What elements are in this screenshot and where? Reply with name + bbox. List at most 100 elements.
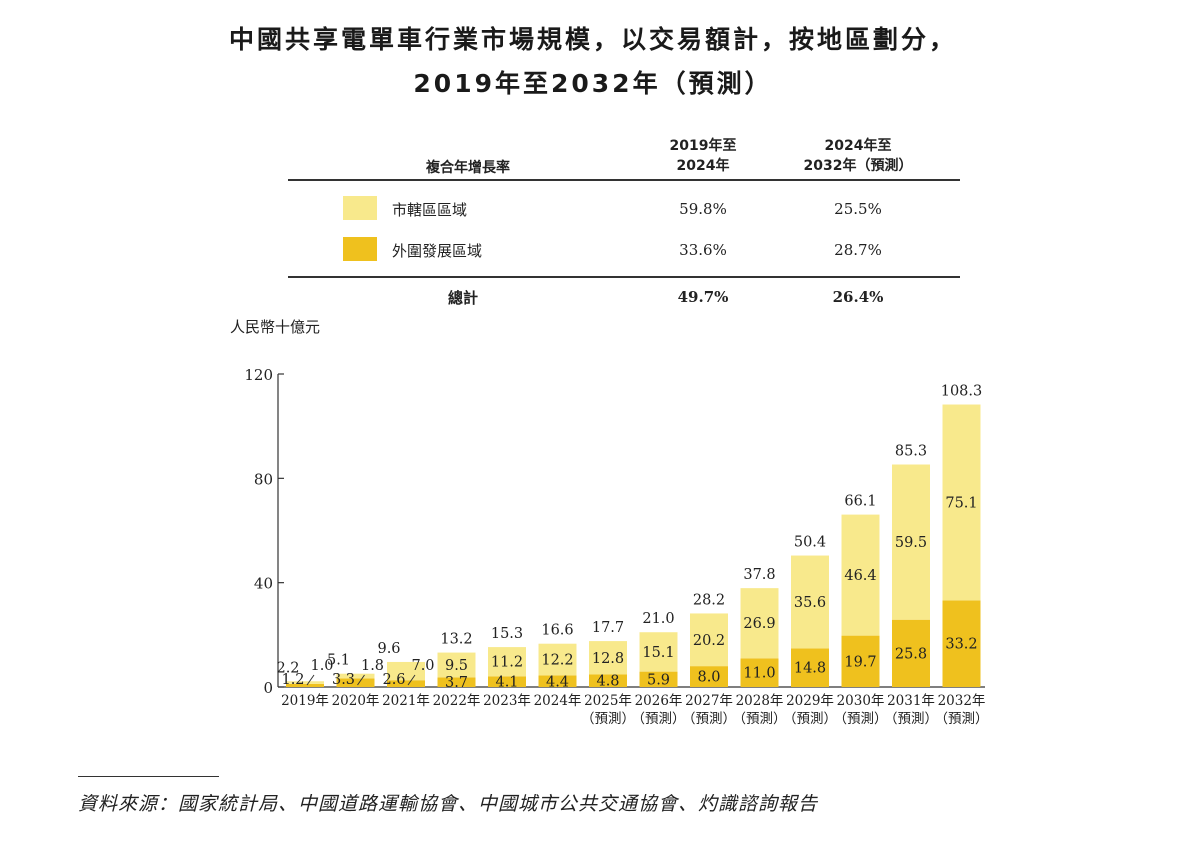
cagr-periphery-2024-2032: 28.7% xyxy=(834,241,882,259)
data-label-periphery: 4.8 xyxy=(596,674,619,690)
data-label-urban: 7.0 xyxy=(411,658,434,674)
bar-segment-urban xyxy=(892,464,930,620)
cagr-header: 複合年增長率 xyxy=(426,160,510,176)
cagr-col1-line2: 2024年 xyxy=(676,158,730,174)
legend-swatch-urban xyxy=(343,196,377,220)
data-label-periphery: 3.3 xyxy=(332,672,355,688)
bar-segment-periphery xyxy=(791,648,829,687)
cagr-col1-line1: 2019年至 xyxy=(669,138,737,154)
bar-segment-periphery xyxy=(488,676,526,687)
data-label-periphery: 2.6 xyxy=(382,672,405,688)
data-label-total: 50.4 xyxy=(794,535,826,551)
bar-segment-periphery xyxy=(841,635,880,687)
y-axis-unit-label: 人民幣十億元 xyxy=(230,318,321,336)
bar-segment-periphery xyxy=(690,666,728,687)
data-label-periphery: 33.2 xyxy=(945,637,977,653)
x-tick-label: （預測） xyxy=(935,711,989,727)
x-tick-label: （預測） xyxy=(632,711,686,727)
x-tick-label: 2025年 xyxy=(584,693,632,709)
x-tick-label: （預測） xyxy=(884,711,938,727)
bar-segment-periphery xyxy=(892,619,930,687)
data-label-periphery: 1.2 xyxy=(281,672,304,688)
y-tick-label: 40 xyxy=(254,575,273,593)
bar-segment-urban xyxy=(791,555,829,649)
data-label-periphery: 14.8 xyxy=(794,661,826,677)
data-label-urban: 1.8 xyxy=(361,658,384,674)
bar-segment-urban xyxy=(387,661,425,681)
x-tick-label: 2023年 xyxy=(483,693,531,709)
x-tick-label: 2020年 xyxy=(332,693,380,709)
bar-segment-urban xyxy=(841,514,880,636)
x-tick-label: 2026年 xyxy=(635,693,683,709)
bar-segment-periphery xyxy=(538,675,577,687)
data-label-periphery: 8.0 xyxy=(697,670,720,686)
x-tick-label: 2022年 xyxy=(433,693,481,709)
cagr-bottom-rule xyxy=(288,276,960,278)
x-tick-label: （預測） xyxy=(783,711,837,727)
bar-segment-periphery xyxy=(740,658,779,687)
data-label-total: 9.6 xyxy=(377,641,400,657)
cagr-total-2019-2024: 49.7% xyxy=(677,288,729,306)
data-label-periphery: 3.7 xyxy=(445,675,468,691)
legend-label-periphery: 外圍發展區域 xyxy=(392,242,483,260)
bar-segment-urban xyxy=(589,641,627,675)
leader-line xyxy=(357,674,365,686)
data-label-total: 17.7 xyxy=(592,620,624,636)
data-label-total: 37.8 xyxy=(743,567,775,583)
x-tick-label: 2032年 xyxy=(938,693,986,709)
data-label-periphery: 5.9 xyxy=(647,672,670,688)
bar-segment-urban xyxy=(488,647,526,677)
cagr-periphery-2019-2024: 33.6% xyxy=(679,241,727,259)
data-label-urban: 46.4 xyxy=(844,568,876,584)
data-label-urban: 12.2 xyxy=(541,653,573,669)
data-label-periphery: 4.1 xyxy=(495,675,518,691)
x-tick-label: 2024年 xyxy=(534,693,582,709)
cagr-col1-header: 2019年至 2024年 xyxy=(638,136,768,176)
data-label-urban: 35.6 xyxy=(794,595,826,611)
data-label-urban: 15.1 xyxy=(642,645,674,661)
source-note: 資料來源：國家統計局、中國道路運輸協會、中國城市公共交通協會、灼識諮詢報告 xyxy=(78,793,819,815)
x-tick-label: 2028年 xyxy=(736,693,784,709)
chart-title-line1: 中國共享電單車行業市場規模，以交易額計，按地區劃分， xyxy=(228,25,957,54)
data-label-urban: 12.8 xyxy=(592,651,624,667)
data-label-urban: 1.0 xyxy=(310,658,333,674)
cagr-col2-line2: 2032年（預測） xyxy=(803,158,913,174)
data-label-periphery: 4.4 xyxy=(546,674,569,690)
data-label-urban: 20.2 xyxy=(693,633,725,649)
data-label-total: 66.1 xyxy=(844,494,876,510)
data-label-total: 5.1 xyxy=(327,653,350,669)
bar-segment-urban xyxy=(690,613,728,667)
data-label-urban: 59.5 xyxy=(895,535,927,551)
cagr-total-label: 總計 xyxy=(448,289,479,307)
legend-label-urban: 市轄區區域 xyxy=(392,201,468,219)
bar-segment-periphery xyxy=(387,680,425,687)
cagr-table: 複合年增長率 2019年至 2024年 2024年至 2032年（預測） 市轄區… xyxy=(288,134,960,310)
bar-segment-periphery xyxy=(336,678,375,687)
x-tick-label: （預測） xyxy=(581,711,635,727)
bar-segment-urban xyxy=(740,588,779,659)
x-tick-label: （預測） xyxy=(834,711,888,727)
leader-line xyxy=(407,674,416,686)
data-label-urban: 9.5 xyxy=(445,658,468,674)
data-label-urban: 75.1 xyxy=(945,495,977,511)
data-label-total: 16.6 xyxy=(541,623,573,639)
bar-segment-urban xyxy=(336,673,375,679)
data-label-total: 21.0 xyxy=(642,611,674,627)
legend-swatch-periphery xyxy=(343,237,377,261)
data-label-periphery: 19.7 xyxy=(844,654,876,670)
bar-segment-urban xyxy=(538,643,577,676)
chart-title-line2: 2019年至2032年（預測） xyxy=(413,69,773,98)
bar-segment-urban xyxy=(286,681,324,684)
source-rule xyxy=(78,776,219,777)
cagr-top-rule xyxy=(288,179,960,181)
x-tick-label: 2031年 xyxy=(887,693,935,709)
data-label-total: 108.3 xyxy=(941,384,983,400)
bar-segment-periphery xyxy=(286,683,324,687)
data-label-total: 15.3 xyxy=(491,626,523,642)
cagr-total-2024-2032: 26.4% xyxy=(832,288,884,306)
bar-segment-urban xyxy=(942,404,981,601)
cagr-col2-header: 2024年至 2032年（預測） xyxy=(783,136,933,176)
data-label-urban: 26.9 xyxy=(743,616,775,632)
data-label-total: 85.3 xyxy=(895,444,927,460)
